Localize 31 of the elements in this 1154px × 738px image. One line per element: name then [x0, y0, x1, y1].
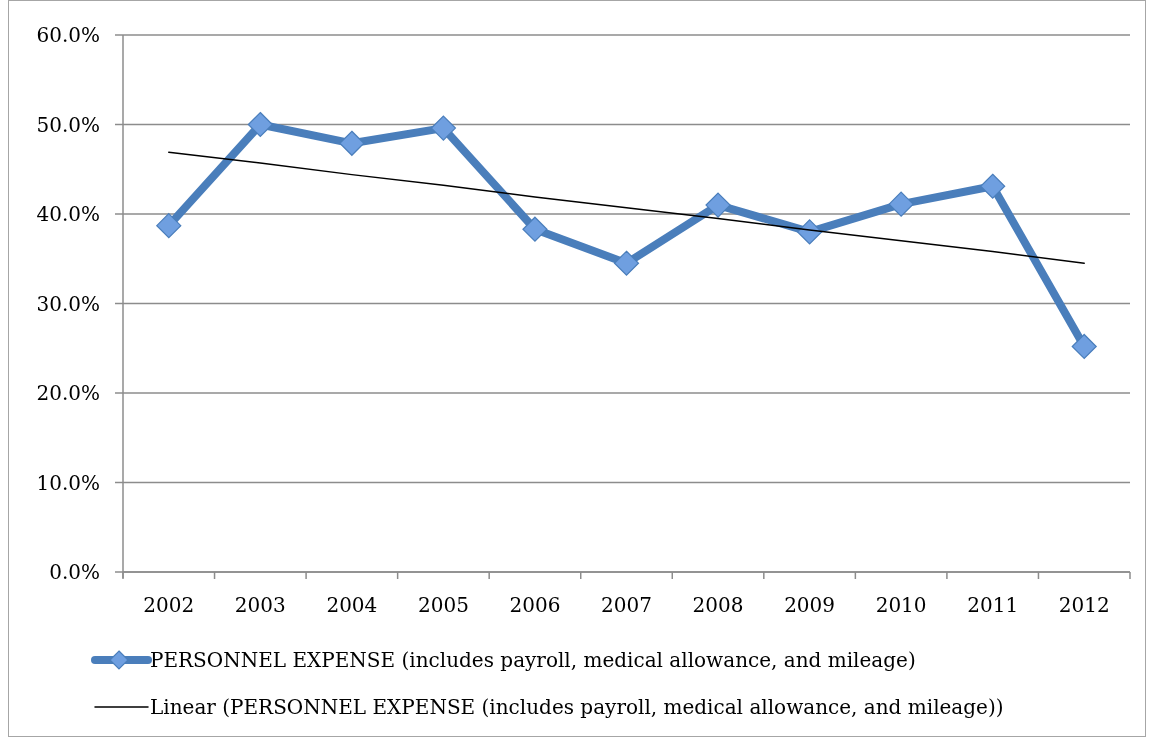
x-tick-label: 2006 — [509, 593, 561, 617]
x-tick-label: 2009 — [784, 593, 836, 617]
x-tick-label: 2008 — [692, 593, 744, 617]
y-tick-label: 50.0% — [36, 112, 100, 137]
y-tick-label: 20.0% — [36, 381, 100, 405]
point — [613, 250, 640, 276]
point — [247, 111, 273, 138]
y-tick-label: 40.0% — [36, 202, 100, 226]
y-tick-label: 0.0% — [49, 560, 100, 584]
point — [1071, 333, 1097, 360]
point — [705, 192, 731, 218]
x-tick-label: 2004 — [326, 593, 378, 617]
x-tick-label: 2005 — [417, 593, 469, 617]
y-tick-label: 30.0% — [36, 291, 100, 316]
line-series — [168, 151, 1085, 264]
point — [430, 115, 457, 141]
legend-label: PERSONNEL EXPENSE (includes payroll, medical allowance, and mileage) — [150, 648, 916, 672]
y-tick-label: 60.0% — [36, 23, 100, 47]
point — [980, 173, 1006, 199]
x-tick-label: 2002 — [143, 593, 195, 617]
x-tick-label: 2007 — [601, 593, 652, 617]
y-tick-label: 10.0% — [36, 470, 100, 495]
point — [339, 130, 365, 156]
x-tick-label: 2011 — [967, 593, 1019, 617]
legend-label: Linear (PERSONNEL EXPENSE (includes payroll, medical allowance, and mileage)) — [150, 695, 1004, 719]
point — [522, 216, 548, 242]
point — [888, 191, 914, 217]
point — [156, 213, 182, 239]
x-tick-label: 2003 — [234, 593, 286, 617]
x-tick-label: 2010 — [875, 593, 927, 617]
x-tick-label: 2012 — [1058, 593, 1110, 617]
